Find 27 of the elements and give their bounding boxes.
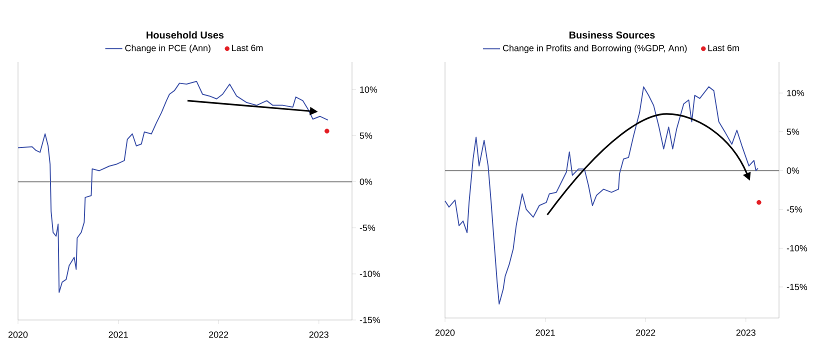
x-tick-label: 2021 (536, 329, 555, 336)
y-tick-label: -15% (360, 316, 380, 324)
x-tick-label: 2023 (309, 331, 328, 338)
y-tick-label: -5% (786, 206, 802, 213)
y-tick-label: 5% (360, 132, 372, 139)
chart-title: Household Uses (146, 31, 224, 39)
x-tick-label: 2022 (636, 329, 656, 336)
x-tick-label: 2020 (435, 329, 455, 336)
x-tick-label: 2023 (736, 329, 756, 336)
line-series (18, 80, 328, 293)
y-tick-label: 0% (360, 178, 372, 185)
y-tick-label: 5% (786, 128, 800, 135)
chart-title: Business Sources (569, 31, 655, 39)
y-tick-label: -10% (786, 245, 808, 252)
legend-label: Last 6m (708, 44, 739, 52)
y-tick-label: 10% (787, 90, 804, 96)
y-tick-label: 10% (360, 86, 378, 93)
y-tick-label: -15% (786, 284, 808, 290)
legend-label: Change in Profits and Borrowing (%GDP, Ann) (502, 44, 687, 54)
legend-label: Last 6m (232, 44, 263, 52)
y-tick-label: -10% (360, 270, 380, 278)
y-tick-label: 0% (786, 167, 800, 174)
x-tick-label: 2022 (209, 331, 228, 338)
y-tick-label: -5% (360, 224, 376, 232)
x-tick-label: 2020 (8, 331, 28, 338)
legend-label: Change in PCE (Ann) (125, 44, 210, 54)
x-tick-label: 2021 (108, 331, 128, 338)
